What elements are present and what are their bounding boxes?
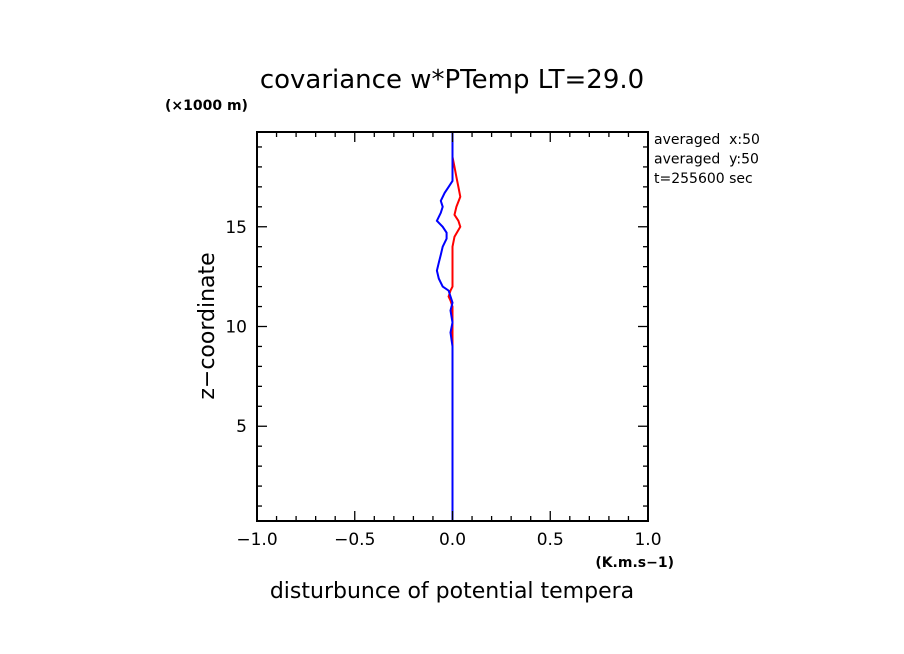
- x-tick-label: 0.5: [537, 530, 564, 550]
- annotation-line: averaged y:50: [654, 152, 759, 168]
- annotation-line: averaged x:50: [654, 132, 760, 148]
- y-tick-label: 5: [236, 417, 247, 437]
- axis-ticks: [256, 132, 649, 521]
- plot-lines: [435, 132, 462, 521]
- x-tick-label: −1.0: [236, 530, 277, 550]
- y-axis-label: z−coordinate: [195, 252, 220, 399]
- series-line-blue: [435, 132, 454, 521]
- y-axis-unit: (×1000 m): [165, 98, 248, 114]
- x-axis-label: disturbunce of potential tempera: [270, 579, 634, 604]
- series-line-red: [447, 132, 462, 521]
- annotation-line: t=255600 sec: [654, 171, 753, 187]
- y-tick-labels: 5 10 15: [225, 218, 247, 437]
- annotations: averaged x:50 averaged y:50 t=255600 sec: [654, 132, 760, 187]
- x-tick-label: −0.5: [334, 530, 375, 550]
- x-axis-unit: (K.m.s−1): [595, 555, 674, 571]
- y-tick-label: 10: [225, 318, 247, 338]
- chart-title: covariance w*PTemp LT=29.0: [260, 65, 644, 95]
- y-tick-label: 15: [225, 218, 247, 238]
- x-tick-labels: −1.0 −0.5 0.0 0.5 1.0: [236, 530, 661, 550]
- x-tick-label: 1.0: [634, 530, 661, 550]
- x-tick-label: 0.0: [439, 530, 466, 550]
